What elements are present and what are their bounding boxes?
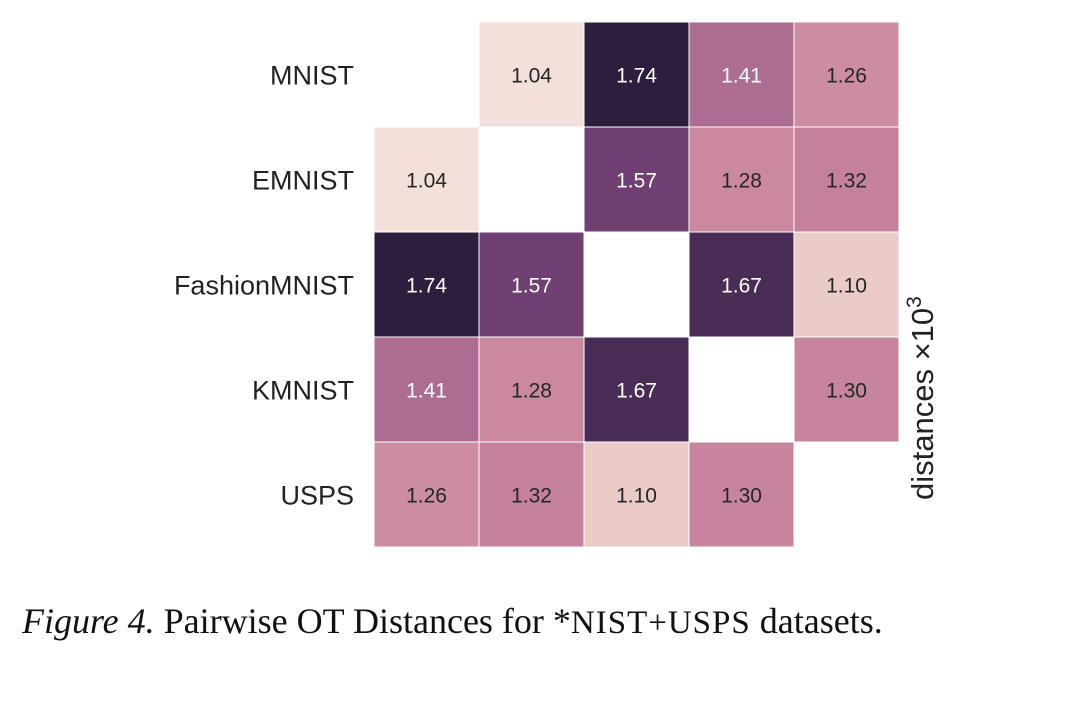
cell-value-label: 1.10: [616, 485, 657, 508]
heatmap-cell-usps-kmnist: [688, 441, 795, 548]
row-label-kmnist: KMNIST: [252, 376, 354, 406]
heatmap-cell-emnist-mnist: [373, 126, 480, 233]
heatmap-cell-usps-fashionmnist: [583, 441, 690, 548]
colorbar-label: distances ×103: [903, 296, 940, 500]
cell-value-label: 1.57: [511, 275, 552, 298]
cell-value-label: 1.32: [511, 485, 552, 508]
heatmap-cell-emnist-fashionmnist: [583, 126, 690, 233]
cell-value-label: 1.26: [826, 65, 867, 88]
heatmap-cell-kmnist-mnist: [373, 336, 480, 443]
figure-caption: Figure 4. Pairwise OT Distances for *NIS…: [22, 600, 1062, 642]
cell-value-label: 1.30: [721, 485, 762, 508]
colorbar-label-exponent: 3: [903, 296, 926, 308]
cell-value-label: 1.67: [616, 380, 657, 403]
row-label-mnist: MNIST: [270, 61, 354, 91]
row-label-fashionmnist: FashionMNIST: [174, 271, 354, 301]
row-labels: MNIST EMNIST FashionMNIST KMNIST USPS: [174, 61, 354, 511]
cell-value-label: 1.41: [721, 65, 762, 88]
cell-value-label: 1.74: [616, 65, 657, 88]
heatmap-cell-usps-emnist: [478, 441, 585, 548]
caption-text-before: Pairwise OT Distances for *: [163, 601, 571, 641]
heatmap-cell-emnist-usps: [793, 126, 900, 233]
caption-text-after: datasets.: [759, 601, 883, 641]
cell-value-label: 1.04: [511, 65, 552, 88]
cell-value-label: 1.28: [721, 170, 762, 193]
row-label-emnist: EMNIST: [252, 166, 354, 196]
heatmap-cell-emnist-kmnist: [688, 126, 795, 233]
caption-prefix: Figure 4.: [22, 601, 155, 641]
heatmap-cell-mnist-kmnist: [688, 21, 795, 128]
heatmap-cell-kmnist-emnist: [478, 336, 585, 443]
cell-value-label: 1.57: [616, 170, 657, 193]
heatmap-cell-fashionmnist-mnist: [373, 231, 480, 338]
colorbar-label-text: distances ×10: [905, 308, 940, 500]
cell-value-label: 1.30: [826, 380, 867, 403]
cell-value-label: 1.67: [721, 275, 762, 298]
heatmap-cell-usps-mnist: [373, 441, 480, 548]
cell-value-label: 1.04: [406, 170, 447, 193]
svg-text:distances ×103: distances ×103: [903, 296, 940, 500]
cell-value-label: 1.26: [406, 485, 447, 508]
heatmap-cells: 1.04 1.74 1.41 1.26 1.04 1.57 1.28 1.32 1.74 1.57…: [373, 21, 900, 548]
heatmap-cell-kmnist-usps: [793, 336, 900, 443]
row-label-usps: USPS: [280, 481, 354, 511]
caption-dataset-name: NIST+USPS: [570, 605, 751, 641]
cell-value-label: 1.10: [826, 275, 867, 298]
cell-value-label: 1.28: [511, 380, 552, 403]
cell-value-label: 1.32: [826, 170, 867, 193]
heatmap-cell-fashionmnist-kmnist: [688, 231, 795, 338]
heatmap-cell-kmnist-fashionmnist: [583, 336, 690, 443]
heatmap-cell-fashionmnist-emnist: [478, 231, 585, 338]
cell-value-label: 1.74: [406, 275, 447, 298]
heatmap-cell-mnist-emnist: [478, 21, 585, 128]
heatmap-cell-mnist-usps: [793, 21, 900, 128]
cell-value-label: 1.41: [406, 380, 447, 403]
